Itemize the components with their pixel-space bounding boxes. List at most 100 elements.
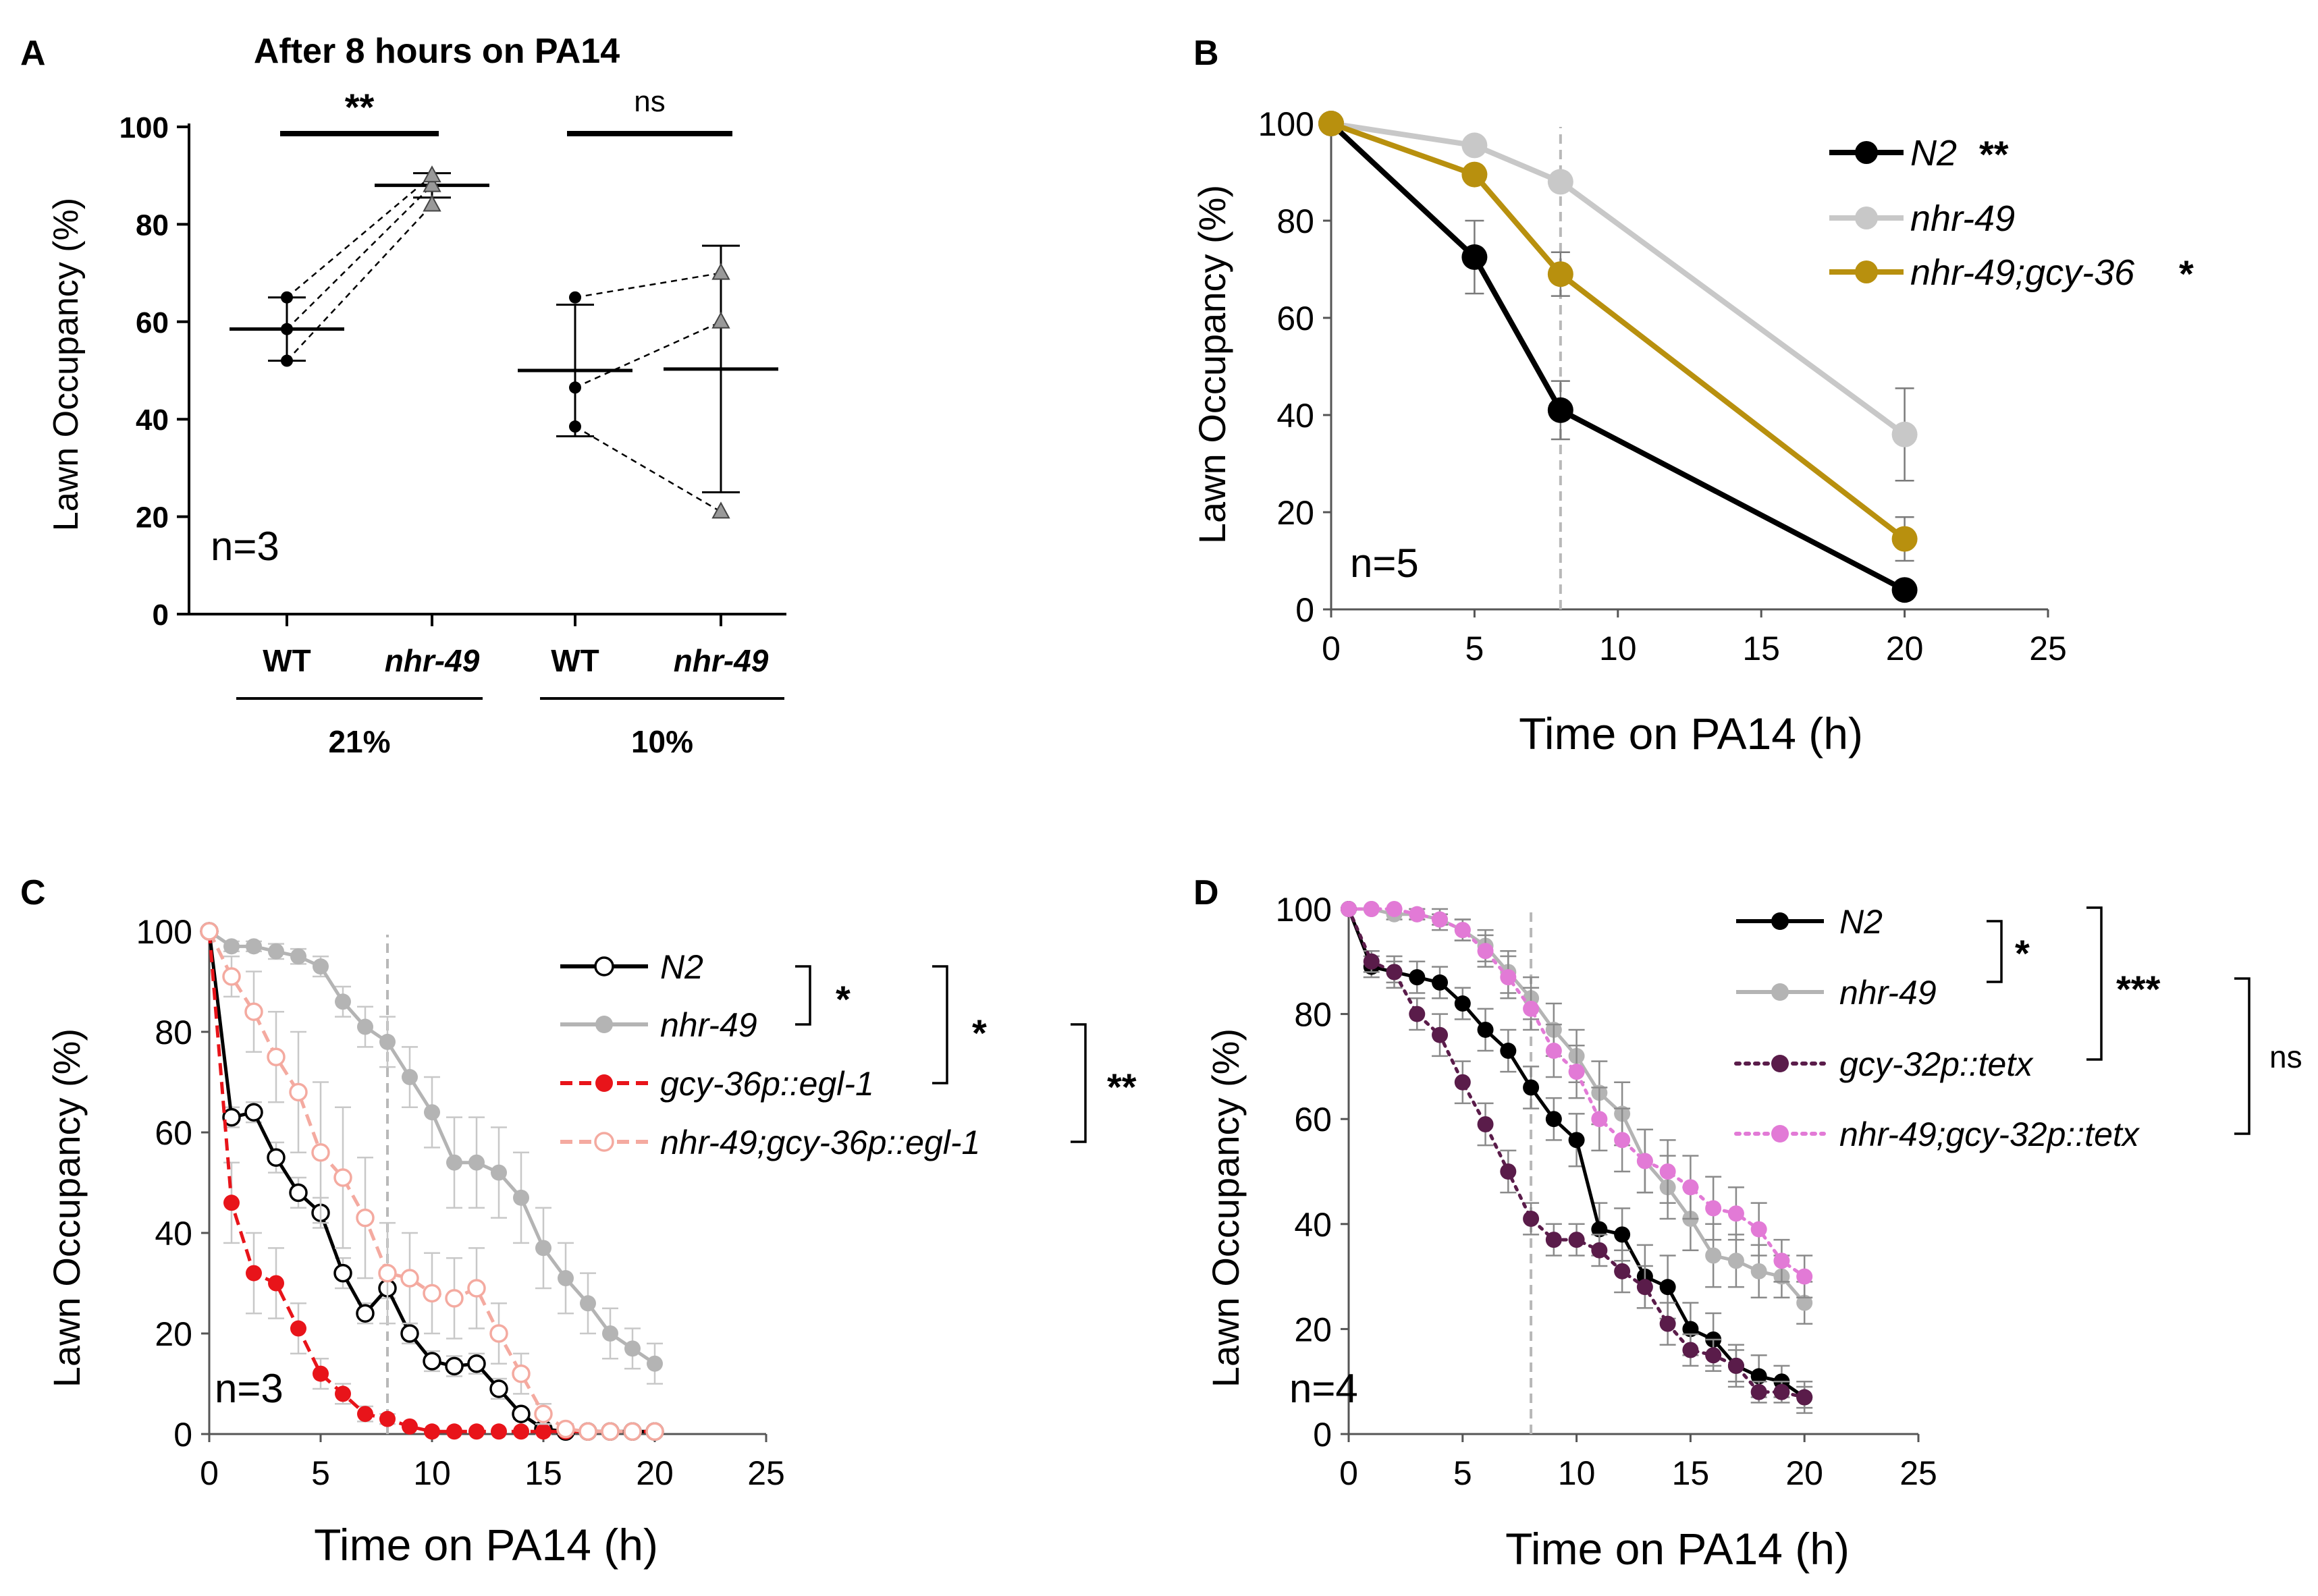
data-point (445, 1356, 464, 1376)
legend-label: gcy-32p::tetx (1839, 1045, 2034, 1083)
y-tick-label: 0 (1313, 1416, 1332, 1454)
paired-line (286, 184, 433, 330)
y-tick-label: 40 (155, 1215, 192, 1253)
y-tick-label: 80 (136, 209, 169, 242)
panel-a-plot: 0 20 40 60 80 100 WT nhr-49 WT nhr-49 21% 10% ** ns (119, 85, 786, 759)
data-point (535, 1423, 551, 1440)
panel-letter-c: C (20, 873, 46, 912)
group-label: 10% (631, 724, 693, 759)
panel-a-n-label: n=3 (211, 524, 279, 569)
y-tick-label: 100 (119, 111, 169, 144)
data-point (1547, 261, 1573, 287)
panel-d: D 0 5 10 15 20 25 0 20 40 60 80 100 N2 nhr-49 gcy-32p:… (1193, 873, 2302, 1574)
data-point (289, 1183, 308, 1203)
x-tick-label: 0 (1339, 1454, 1358, 1492)
series-n2 (1341, 901, 1813, 1414)
panel-b-plot: 0 5 10 15 20 25 0 20 40 60 80 100 N2 ** nhr-49 nhr-49;g… (1258, 105, 2194, 667)
data-point (1636, 1153, 1653, 1170)
x-tick-label: 15 (1742, 630, 1780, 667)
data-point (558, 1270, 574, 1287)
data-point (1523, 1079, 1540, 1096)
legend-marker (1855, 207, 1878, 229)
y-tick-label: 100 (1276, 891, 1332, 929)
series-n2 (1318, 111, 1918, 603)
data-point (534, 1404, 553, 1423)
data-point (1568, 1232, 1585, 1248)
panel-d-ylabel: Lawn Occupancy (%) (1204, 1028, 1247, 1387)
y-tick-label: 80 (1276, 202, 1314, 240)
legend-marker (1771, 1125, 1789, 1143)
legend-label: nhr-49 (1910, 198, 2015, 239)
data-point (1545, 1043, 1562, 1060)
data-point (1591, 1221, 1608, 1238)
data-point (356, 1304, 375, 1323)
data-point (1750, 1263, 1767, 1279)
data-point (467, 1279, 486, 1298)
y-tick-label: 20 (1294, 1311, 1332, 1348)
data-point (1318, 111, 1344, 136)
significance-label: ** (345, 86, 375, 128)
data-point (623, 1422, 642, 1441)
x-tick-label: 20 (1785, 1454, 1823, 1492)
legend-label: nhr-49;gcy-36 (1910, 252, 2135, 293)
data-point (512, 1364, 531, 1383)
data-point (424, 1423, 440, 1440)
data-point (246, 1265, 262, 1282)
data-point (1750, 1221, 1767, 1238)
legend-marker (1771, 1055, 1789, 1072)
legend-marker (1855, 141, 1878, 164)
data-point (290, 1320, 306, 1337)
data-point (711, 501, 730, 519)
data-point (423, 1284, 441, 1303)
data-point (200, 922, 219, 941)
significance-bracket (2234, 977, 2250, 1135)
significance-bracket (1987, 920, 2003, 983)
data-point (580, 1295, 596, 1312)
x-category-label: nhr-49 (674, 643, 769, 678)
x-tick-label: 20 (636, 1454, 674, 1492)
data-point (1659, 1279, 1676, 1296)
data-point (1363, 901, 1380, 917)
data-point (1477, 1116, 1494, 1132)
data-point (244, 1002, 263, 1021)
panel-letter-d: D (1193, 873, 1219, 912)
data-point (1705, 1247, 1722, 1264)
data-point (223, 1194, 240, 1211)
x-tick-label: 10 (1558, 1454, 1596, 1492)
x-tick-label: 5 (311, 1454, 330, 1492)
data-point (402, 1069, 418, 1086)
data-point (569, 420, 581, 433)
data-point (400, 1324, 419, 1343)
series-nhr-49 (1318, 111, 1918, 482)
data-point (1891, 577, 1918, 603)
x-tick-label: 0 (200, 1454, 219, 1492)
data-point (1568, 1064, 1585, 1080)
paired-line (574, 272, 722, 298)
panel-b-xlabel: Time on PA14 (h) (1519, 709, 1863, 759)
panel-b-n-label: n=5 (1350, 541, 1419, 586)
data-point (1796, 1389, 1813, 1406)
data-point (1454, 1074, 1471, 1091)
data-point (1727, 1357, 1744, 1374)
panel-a: A After 8 hours on PA14 0 20 40 60 80 100 WT nh… (20, 32, 786, 759)
data-point (423, 194, 441, 212)
x-tick-label: 20 (1886, 630, 1924, 667)
data-point (357, 1018, 373, 1035)
data-point (602, 1325, 618, 1342)
series-nhr-49-gcy-32p-tetx (1341, 901, 1813, 1298)
y-tick-label: 60 (136, 306, 169, 339)
data-point (1705, 1347, 1722, 1364)
legend-marker (1855, 260, 1878, 283)
series-line (1329, 121, 1906, 593)
legend-label: nhr-49;gcy-36p::egl-1 (660, 1124, 980, 1161)
y-tick-label: 60 (1294, 1101, 1332, 1138)
data-point (333, 1263, 352, 1283)
data-point (423, 175, 441, 192)
panel-b: B 0 5 10 15 20 25 0 20 40 60 80 100 N2 ** nhr-49 nhr-49… (1191, 34, 2194, 759)
legend-label: N2 (660, 948, 703, 986)
x-tick-label: 5 (1453, 1454, 1472, 1492)
legend-marker (595, 1074, 613, 1092)
y-tick-label: 0 (1295, 591, 1314, 629)
